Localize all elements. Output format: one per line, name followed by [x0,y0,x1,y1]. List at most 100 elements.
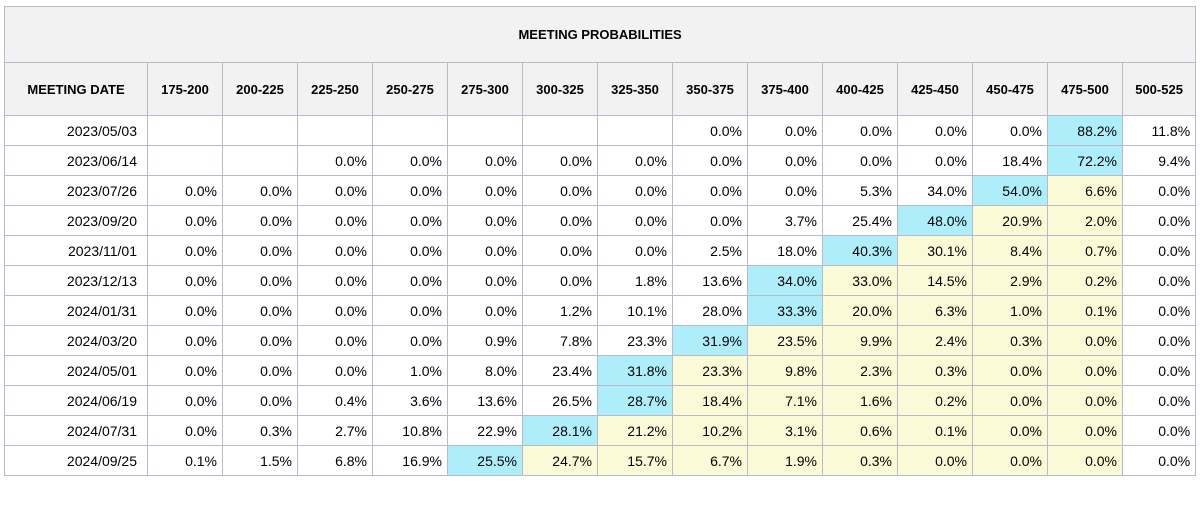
table-row: 2024/05/01 0.0% 0.0% 0.0% 1.0% 8.0% 23.4% 31.8%… [4,355,1197,386]
probability-cell: 1.2% [522,295,598,326]
probability-cell: 6.6% [1047,175,1123,206]
probability-cell: 9.4% [1121,145,1197,176]
probability-cell: 25.4% [822,205,898,236]
probability-cell: 0.3% [822,445,898,476]
probability-cell: 0.0% [222,355,298,386]
probability-cell: 8.0% [447,355,523,386]
probability-cell: 88.2% [1047,115,1123,146]
probability-cell [447,115,523,146]
probability-cell: 26.5% [522,385,598,416]
probability-cell: 1.8% [597,265,673,296]
probability-cell: 0.0% [372,235,448,266]
probability-cell: 18.4% [672,385,748,416]
probability-cell: 5.3% [822,175,898,206]
probability-cell: 33.0% [822,265,898,296]
probability-cell: 0.0% [897,445,973,476]
probability-cell: 0.0% [222,235,298,266]
probability-cell [147,115,223,146]
probability-cell [222,145,298,176]
probability-cell: 0.0% [822,145,898,176]
probabilities-panel: MEETING PROBABILITIES MEETING DATE 175-20… [3,6,1197,476]
probability-cell: 0.0% [1121,205,1197,236]
probability-cell: 0.0% [672,115,748,146]
probability-cell: 0.0% [147,385,223,416]
probability-cell: 23.3% [672,355,748,386]
probability-cell: 0.0% [1047,445,1123,476]
table-row: 2024/01/31 0.0% 0.0% 0.0% 0.0% 0.0% 1.2% 10.1% 2… [4,295,1197,326]
probability-cell: 23.4% [522,355,598,386]
probability-cell: 0.0% [747,115,823,146]
probability-cell: 0.2% [1047,265,1123,296]
probability-cell: 6.3% [897,295,973,326]
probability-cell: 0.0% [972,355,1048,386]
probability-cell: 0.0% [522,145,598,176]
probability-cell: 0.0% [1121,175,1197,206]
probability-cell [147,145,223,176]
probability-cell: 0.0% [747,145,823,176]
probability-cell: 0.0% [897,115,973,146]
probability-cell: 0.0% [672,175,748,206]
probability-cell: 0.0% [447,205,523,236]
probability-cell: 21.2% [597,415,673,446]
probability-cell: 1.6% [822,385,898,416]
meeting-date-cell: 2023/07/26 [4,175,148,206]
table-row: 2023/09/20 0.0% 0.0% 0.0% 0.0% 0.0% 0.0% 0.0% 0.… [4,205,1197,236]
probability-cell [222,115,298,146]
probability-cell: 0.1% [147,445,223,476]
probability-cell: 25.5% [447,445,523,476]
probability-cell: 0.0% [597,205,673,236]
probability-cell: 0.0% [522,235,598,266]
probability-cell: 20.0% [822,295,898,326]
probability-cell: 6.7% [672,445,748,476]
column-header-200-225: 200-225 [222,62,298,116]
probability-cell: 10.8% [372,415,448,446]
probability-cell: 0.0% [1121,265,1197,296]
table-row: 2024/06/19 0.0% 0.0% 0.4% 3.6% 13.6% 26.5% 28.7… [4,385,1197,416]
probability-cell: 1.0% [972,295,1048,326]
probability-cell: 2.3% [822,355,898,386]
probability-cell: 0.0% [972,445,1048,476]
probability-cell: 72.2% [1047,145,1123,176]
probability-cell: 0.0% [297,205,373,236]
probability-cell [297,115,373,146]
probability-cell [372,115,448,146]
probability-cell: 0.0% [297,265,373,296]
probability-cell: 11.8% [1121,115,1197,146]
probability-cell: 0.0% [522,265,598,296]
probability-cell [522,115,598,146]
probability-cell: 40.3% [822,235,898,266]
meeting-date-cell: 2023/11/01 [4,235,148,266]
probability-cell: 0.0% [1121,445,1197,476]
probability-cell: 0.1% [897,415,973,446]
probability-cell: 0.0% [222,385,298,416]
probability-cell: 0.0% [147,415,223,446]
probability-cell: 0.0% [897,145,973,176]
probability-cell: 0.0% [597,175,673,206]
meeting-date-cell: 2023/09/20 [4,205,148,236]
probability-cell: 13.6% [672,265,748,296]
probability-cell: 34.0% [747,265,823,296]
probability-cell: 0.0% [1121,385,1197,416]
probability-cell: 0.6% [822,415,898,446]
probability-cell: 0.0% [447,145,523,176]
probability-cell: 14.5% [897,265,973,296]
probability-cell: 18.0% [747,235,823,266]
probability-cell: 28.0% [672,295,748,326]
probability-cell: 0.0% [222,175,298,206]
probability-cell: 0.0% [372,205,448,236]
probability-cell: 0.0% [147,355,223,386]
probability-cell: 28.1% [522,415,598,446]
probability-cell: 0.0% [147,295,223,326]
column-header-meeting-date: MEETING DATE [4,62,148,116]
column-header-425-450: 425-450 [897,62,973,116]
probability-cell: 0.0% [597,145,673,176]
probability-cell: 0.0% [1121,295,1197,326]
column-header-350-375: 350-375 [672,62,748,116]
probability-cell: 31.9% [672,325,748,356]
probability-cell: 0.0% [297,355,373,386]
probability-cell: 0.0% [747,175,823,206]
probability-cell: 0.0% [147,265,223,296]
probability-cell: 24.7% [522,445,598,476]
meeting-date-cell: 2024/07/31 [4,415,148,446]
column-header-row: MEETING DATE 175-200 200-225 225-250 250-275… [4,62,1197,116]
